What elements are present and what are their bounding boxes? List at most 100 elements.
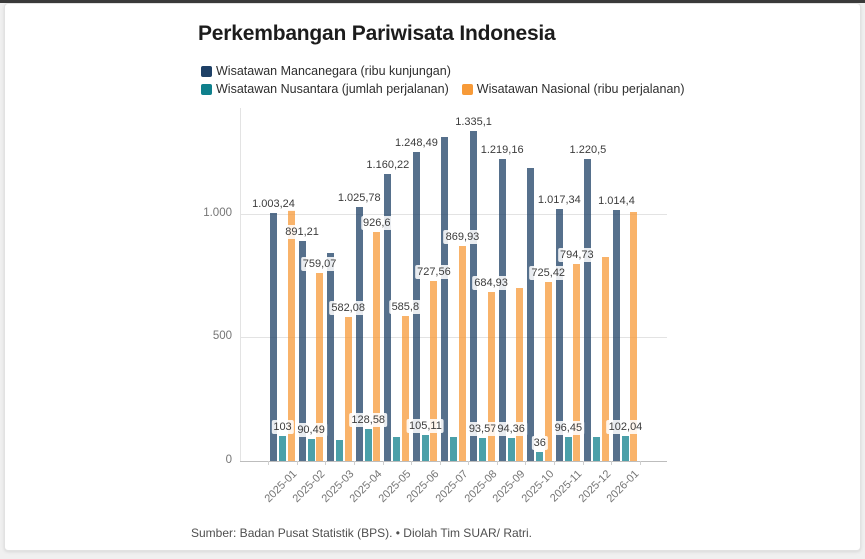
- bar: [621, 435, 629, 461]
- bar: [527, 167, 535, 461]
- bar: [336, 439, 344, 461]
- bar: [307, 438, 315, 461]
- x-axis-tick: [382, 461, 384, 465]
- bar: [401, 316, 409, 461]
- bar-value-label: 926,6: [360, 215, 393, 230]
- legend-item: Wisatawan Nasional (ribu perjalanan): [461, 82, 685, 96]
- bar: [516, 288, 524, 461]
- y-axis-tick-label: 0: [225, 454, 232, 466]
- bar: [373, 231, 381, 461]
- bar: [584, 159, 592, 461]
- x-axis-tick: [468, 461, 470, 465]
- bar: [573, 264, 581, 461]
- bar: [601, 256, 609, 461]
- bar: [430, 281, 438, 461]
- bar: [450, 437, 458, 461]
- x-axis-tick: [411, 461, 413, 465]
- bar: [421, 434, 429, 461]
- bar-value-label: 94,36: [495, 421, 527, 436]
- bar-value-label: 1.220,5: [567, 143, 609, 158]
- bar: [364, 429, 372, 461]
- legend-row: Wisatawan Mancanegara (ribu kunjungan): [201, 64, 685, 78]
- bar: [507, 437, 515, 461]
- y-axis-line: [240, 108, 241, 461]
- chart-legend: Wisatawan Mancanegara (ribu kunjungan) Wi…: [201, 64, 685, 100]
- bar: [355, 207, 363, 461]
- x-axis-tick: [525, 461, 527, 465]
- bar: [441, 136, 449, 461]
- x-axis-tick: [268, 461, 270, 465]
- legend-item: Wisatawan Mancanegara (ribu kunjungan): [201, 64, 451, 78]
- bar: [298, 240, 306, 461]
- bar: [393, 437, 401, 461]
- bar: [564, 437, 572, 461]
- legend-row: Wisatawan Nusantara (jumlah perjalanan) W…: [201, 82, 685, 96]
- legend-swatch-icon: [201, 65, 212, 77]
- bar: [536, 452, 544, 461]
- bar: [287, 209, 295, 461]
- x-axis-tick: [582, 461, 584, 465]
- bar-value-label: 727,56: [415, 265, 453, 279]
- chart-card: Perkembangan Pariwisata Indonesia Wisata…: [4, 3, 861, 551]
- bar-value-label: 794,73: [558, 248, 596, 263]
- window-top-edge: [0, 0, 865, 3]
- bar-value-label: 128,58: [349, 413, 388, 428]
- bar-value-label: 1.335,1: [453, 114, 494, 129]
- bar: [458, 245, 466, 461]
- y-axis-tick-label: 1.000: [203, 206, 232, 219]
- bar-value-label: 1.160,22: [364, 157, 412, 172]
- bar: [470, 130, 478, 461]
- bar: [316, 273, 324, 461]
- gridline: [240, 213, 667, 215]
- bar: [544, 281, 552, 461]
- bar-value-label: 103: [271, 419, 294, 434]
- gridline: [240, 337, 667, 339]
- source-note: Sumber: Badan Pusat Statistik (BPS). • D…: [191, 526, 532, 540]
- x-axis-tick: [639, 461, 641, 465]
- bar-value-label: 102,04: [606, 419, 645, 434]
- bar-value-label: 90,49: [295, 422, 327, 437]
- bar-value-label: 1.025,78: [335, 191, 383, 206]
- bar-value-label: 684,93: [472, 275, 510, 290]
- gridline: [240, 461, 667, 462]
- x-axis-tick: [325, 461, 327, 465]
- x-axis-tick: [554, 461, 556, 465]
- bar: [498, 159, 506, 461]
- bar-value-label: 1.017,34: [535, 193, 583, 208]
- legend-swatch-icon: [461, 83, 473, 95]
- bar-value-label: 96,45: [552, 421, 585, 436]
- bar: [344, 316, 352, 461]
- bar: [555, 209, 563, 461]
- bar-value-label: 1.248,49: [392, 136, 440, 151]
- bar-value-label: 759,07: [300, 257, 339, 272]
- bar-value-label: 105,11: [406, 418, 444, 433]
- bar-value-label: 869,93: [443, 229, 482, 244]
- legend-item: Wisatawan Nusantara (jumlah perjalanan): [201, 82, 449, 96]
- bar-value-label: 891,21: [283, 224, 321, 239]
- legend-label: Wisatawan Nusantara (jumlah perjalanan): [216, 82, 449, 96]
- bar: [384, 173, 392, 461]
- bar-value-label: 582,08: [329, 300, 367, 315]
- x-axis-tick: [353, 461, 355, 465]
- bar-value-label: 1.003,24: [250, 196, 297, 211]
- legend-swatch-icon: [201, 83, 212, 95]
- bar: [270, 212, 277, 461]
- legend-label: Wisatawan Nasional (ribu perjalanan): [476, 82, 685, 96]
- chart-title: Perkembangan Pariwisata Indonesia: [198, 22, 556, 45]
- x-axis-tick: [296, 461, 298, 465]
- bar: [593, 437, 601, 461]
- bar-value-label: 585,8: [389, 300, 422, 315]
- bar-value-label: 725,42: [529, 265, 568, 280]
- y-axis-tick-label: 500: [212, 330, 232, 343]
- bar: [279, 435, 286, 461]
- bar: [487, 291, 495, 461]
- bar-value-label: 36: [531, 436, 548, 451]
- bar-value-label: 93,57: [466, 421, 499, 436]
- bar: [630, 211, 638, 461]
- bar: [612, 210, 620, 461]
- bar-value-label: 1.219,16: [478, 143, 526, 158]
- bar: [327, 252, 335, 461]
- x-axis-tick: [496, 461, 498, 465]
- x-axis-tick: [439, 461, 441, 465]
